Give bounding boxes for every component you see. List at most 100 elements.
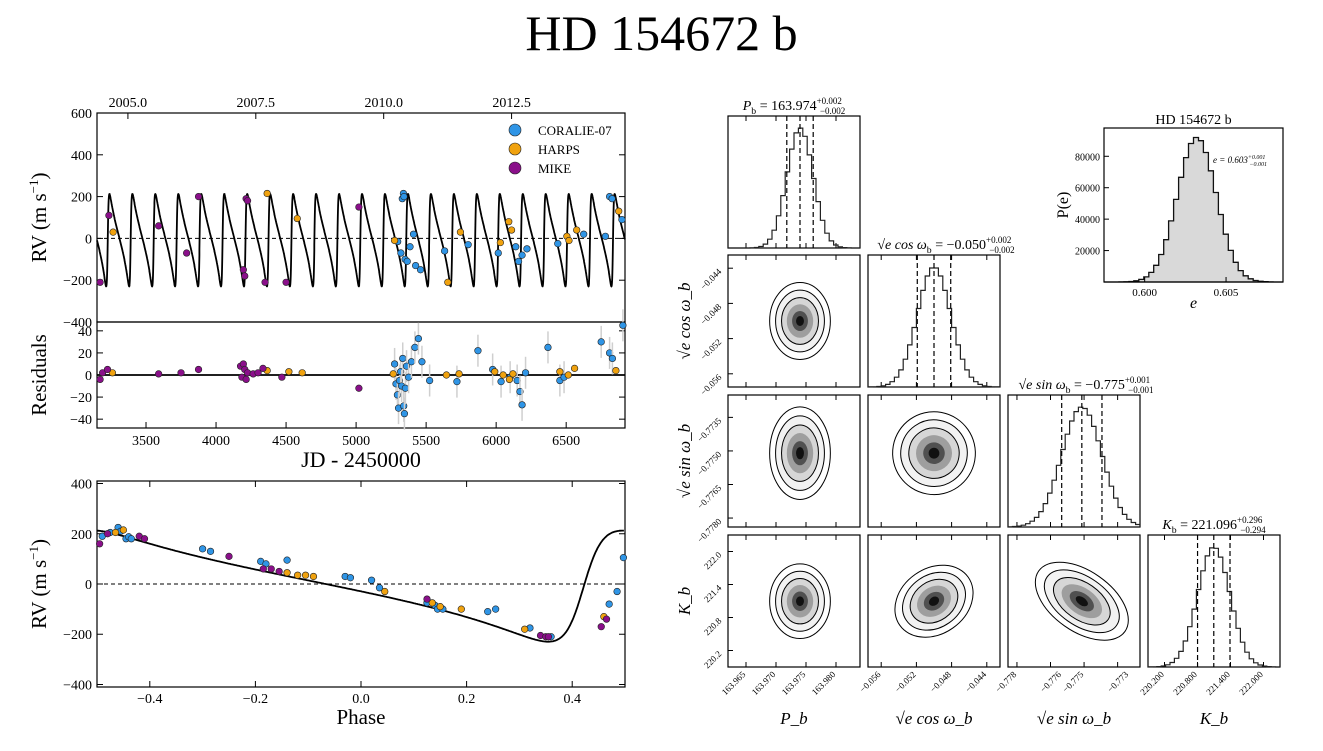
data-point — [499, 371, 507, 379]
data-point — [275, 567, 283, 576]
data-point — [521, 625, 529, 633]
x-tick-label: −0.773 — [1105, 669, 1130, 694]
x-tick-label: 163.970 — [750, 669, 778, 697]
data-point — [389, 370, 397, 378]
data-point — [597, 623, 605, 631]
data-point — [414, 334, 423, 343]
data-point — [155, 370, 163, 378]
text-span: −0.001 — [1249, 162, 1267, 168]
data-point — [194, 193, 203, 201]
marginal-title: Pb = 163.974+0.002 −0.002 — [742, 96, 846, 117]
marginal-histogram: Pb = 163.974+0.002 −0.002 — [727, 96, 861, 249]
contour-level — [928, 447, 940, 459]
data-point — [464, 241, 472, 249]
data-point — [301, 571, 310, 579]
data-point — [505, 218, 513, 226]
data-point — [608, 195, 616, 203]
data-point — [505, 375, 514, 384]
data-point — [108, 369, 117, 377]
data-point — [442, 371, 451, 379]
data-point — [391, 360, 399, 368]
text-span: √e cos ω — [877, 238, 927, 253]
text-span: −0.002 — [989, 245, 1014, 255]
y-axis-label: RV (m s−1) — [26, 173, 51, 263]
data-point — [509, 370, 517, 378]
data-point — [494, 249, 502, 257]
data-point — [119, 526, 127, 534]
panel-frame — [727, 534, 861, 668]
data-point — [355, 384, 363, 392]
x-axis-label: √e sin ω_b — [1037, 709, 1111, 728]
legend-label: HARPS — [538, 142, 580, 157]
data-point — [397, 249, 405, 257]
subscript: b — [1066, 385, 1071, 396]
data-point — [570, 364, 579, 372]
y-tick-label: 40 — [78, 325, 92, 340]
x-tick-label: 222.000 — [1237, 669, 1265, 697]
data-point — [580, 230, 588, 238]
data-point — [400, 193, 408, 201]
data-point — [239, 266, 247, 274]
data-point — [514, 257, 523, 265]
legend-label: CORALIE-07 — [538, 123, 612, 138]
data-point — [496, 238, 504, 247]
data-point — [285, 368, 293, 376]
top-tick-label: 2005.0 — [109, 96, 148, 111]
data-point — [293, 214, 301, 223]
contour-panel: −0.056 −0.052 −0.048 −0.044√e cos ω_b — [675, 254, 861, 397]
x-tick-label: 0.4 — [563, 692, 581, 707]
eccentricity-histogram: 20000 40000 60000 80000 0.600 0.605 HD 154672 … — [1055, 113, 1284, 312]
eccentricity-annotation: e = 0.603+0.001 −0.001 — [1213, 155, 1267, 168]
data-point — [608, 354, 616, 363]
y-tick-label: −0.7750 — [695, 449, 724, 478]
y-axis-label: √e sin ω_b — [675, 424, 694, 498]
x-axis-label: P_b — [779, 709, 807, 728]
x-tick-label: 0.605 — [1214, 287, 1239, 299]
x-tick-label: 163.980 — [810, 669, 838, 697]
data-point — [407, 358, 416, 366]
subscript: b — [751, 106, 756, 117]
data-point — [346, 574, 355, 582]
data-point — [183, 249, 191, 257]
text-span: −0.294 — [1240, 525, 1266, 535]
data-point — [612, 366, 620, 375]
data-point — [544, 633, 553, 641]
data-point — [564, 371, 572, 379]
data-point — [243, 197, 252, 205]
residuals-panel: −40 −20 0 20 40 3500 4000 4500 5000 5500 6000 6500 R… — [27, 309, 627, 472]
data-point — [267, 565, 275, 573]
data-point — [177, 369, 185, 377]
y-tick-label: 80000 — [1075, 152, 1100, 163]
text-span: P — [742, 99, 752, 114]
y-tick-label: −200 — [63, 628, 92, 643]
text-span: +0.001 — [1125, 375, 1150, 385]
y-axis-label: Residuals — [27, 334, 51, 416]
y-tick-label: −0.044 — [698, 266, 723, 291]
y-tick-label: 600 — [71, 107, 92, 122]
data-point — [241, 272, 249, 280]
histogram-steps — [1007, 406, 1141, 528]
data-point — [105, 211, 113, 220]
contour-level — [796, 596, 804, 607]
x-axis-label: JD - 2450000 — [301, 447, 421, 472]
data-point — [507, 226, 516, 234]
marginal-histogram: √e sin ωb = −0.775+0.001 −0.001 — [1007, 375, 1154, 528]
data-point — [497, 378, 505, 386]
marginal-title: Kb = 221.096+0.296 −0.294 — [1161, 515, 1266, 536]
marginal-title: √e sin ωb = −0.775+0.001 −0.001 — [1019, 375, 1154, 396]
rv-time-panel: −400 −200 0 200 400 600 2005.0 2007.5 2010.0 2012… — [26, 96, 626, 331]
text-span: −0.002 — [820, 106, 845, 116]
data-point — [512, 243, 520, 251]
data-point — [544, 343, 552, 351]
data-point — [261, 278, 269, 286]
text-span: −1 — [26, 546, 41, 560]
data-point — [96, 278, 104, 286]
data-point — [294, 571, 302, 579]
x-tick-label: −0.056 — [858, 669, 883, 694]
y-tick-label: 200 — [71, 191, 92, 206]
y-tick-label: 20000 — [1075, 247, 1100, 258]
data-point — [565, 236, 573, 245]
x-tick-label: 0.600 — [1132, 287, 1157, 299]
x-tick-label: 6000 — [482, 434, 510, 449]
model-curve — [97, 529, 624, 643]
